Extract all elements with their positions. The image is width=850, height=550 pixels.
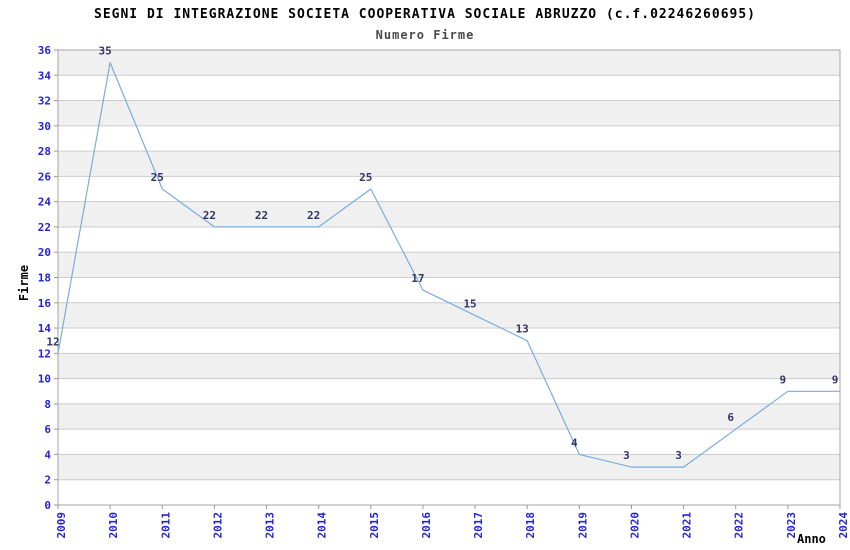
series-line: [57, 61, 840, 468]
y-tick-label: 2: [44, 474, 51, 487]
x-tick-label: 2022: [733, 512, 746, 539]
y-tick-label: 26: [38, 170, 52, 183]
data-point-label: 22: [203, 209, 216, 222]
data-point-label: 6: [727, 411, 734, 424]
x-tick-label: 2010: [107, 512, 120, 539]
y-tick-label: 32: [38, 95, 51, 108]
x-tick-label: 2020: [628, 512, 641, 539]
data-point-label: 3: [623, 449, 630, 462]
data-point-label: 3: [675, 449, 682, 462]
x-tick-label: 2011: [159, 512, 172, 539]
plot-band: [58, 151, 840, 177]
y-tick-label: 18: [38, 272, 51, 285]
x-tick-label: 2013: [264, 512, 277, 539]
data-point-label: 25: [151, 171, 164, 184]
x-tick-label: 2014: [316, 512, 329, 539]
plot-band: [58, 302, 840, 329]
x-tick-label: 2018: [524, 512, 537, 539]
y-tick-label: 6: [44, 423, 51, 436]
plot-band: [58, 252, 840, 278]
plot-band: [58, 454, 840, 480]
x-tick-label: 2017: [472, 512, 485, 539]
plot-band: [58, 201, 840, 227]
y-tick-label: 16: [38, 297, 52, 310]
y-tick-label: 4: [44, 448, 51, 461]
chart-title: SEGNI DI INTEGRAZIONE SOCIETA COOPERATIV…: [94, 7, 756, 22]
y-tick-label: 36: [38, 44, 52, 57]
x-tick-label: 2015: [368, 512, 381, 539]
data-point-label: 22: [307, 209, 320, 222]
y-tick-label: 10: [38, 373, 51, 386]
y-tick-label: 8: [44, 398, 51, 411]
y-tick-label: 20: [38, 246, 51, 259]
x-tick-label: 2009: [55, 512, 68, 539]
data-point-label: 9: [780, 373, 787, 386]
x-tick-label: 2019: [576, 512, 589, 539]
x-tick-label: 2021: [681, 512, 694, 539]
data-point-label: 12: [46, 335, 59, 348]
data-point-label: 17: [411, 272, 424, 285]
x-tick-label: 2012: [211, 512, 224, 539]
y-tick-label: 22: [38, 221, 51, 234]
y-tick-label: 28: [38, 145, 51, 158]
plot-band: [58, 353, 840, 379]
x-tick-label: 2016: [420, 512, 433, 539]
data-point-label: 9: [832, 373, 839, 386]
x-tick-label: 2024: [837, 512, 850, 539]
x-tick-label: 2023: [785, 512, 798, 539]
data-point-label: 35: [99, 45, 112, 58]
y-tick-label: 12: [38, 347, 51, 360]
y-tick-label: 0: [44, 499, 51, 512]
data-point-label: 15: [463, 297, 476, 310]
data-point-label: 4: [571, 436, 578, 449]
plot-band: [58, 403, 840, 430]
plot-band: [58, 100, 840, 126]
y-tick-label: 24: [38, 196, 52, 209]
data-point-label: 13: [516, 323, 529, 336]
y-tick-label: 14: [38, 322, 52, 335]
plot-band: [58, 50, 840, 76]
chart-subtitle: Numero Firme: [375, 28, 475, 42]
data-point-label: 25: [359, 171, 372, 184]
x-axis-title: Anno: [797, 532, 826, 546]
y-tick-label: 30: [38, 120, 51, 133]
data-point-label: 22: [255, 209, 268, 222]
y-tick-label: 34: [38, 69, 52, 82]
